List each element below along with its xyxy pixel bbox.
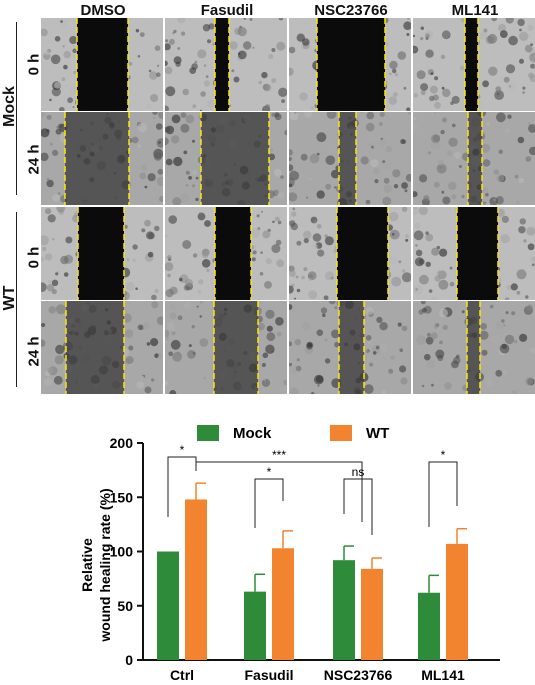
sig-label-ctrl-vs-nsc: *** [272,448,286,462]
y-axis-label-line2: wound healing rate (%) [97,488,113,642]
y-tick-label: 100 [110,544,134,560]
row-label-mock-0h: 0 h [25,53,43,76]
bar-mock-ctrl [157,551,179,660]
column-header-nsc23766: NSC23766 [314,2,388,19]
bar-wt-ctrl [185,499,207,660]
x-tick-label: Fasudil [244,667,293,683]
group-label-wt: WT [1,285,18,311]
micrograph-panel-r1-c2 [165,18,287,111]
bar-wt-nsc23766 [361,568,383,660]
sig-label-ctrl: * [180,443,185,457]
legend-label-wt: WT [366,425,389,442]
micrograph-panel-r2-c1 [41,112,163,205]
micrograph-panel-r2-c4 [413,112,535,205]
micrograph-panel-r4-c2 [165,301,287,394]
bar-mock-fasudil [244,591,266,660]
y-tick-label: 150 [110,489,134,505]
bracket-ml141 [428,461,458,527]
row-label-mock-24h: 24 h [25,144,43,175]
y-tick-label: 200 [110,435,134,451]
x-tick-label: ML141 [421,667,465,683]
micrograph-panel-r4-c1 [41,301,163,394]
chart-bars [157,482,468,660]
legend-swatch-wt [330,425,352,441]
micrograph-panel-r1-c3 [289,18,411,111]
bar-mock-ml141 [418,592,440,660]
bracket-nsc [343,478,373,535]
micrograph-panel-r3-c2 [165,207,287,300]
sig-label-fasudil: * [267,465,272,479]
wound-healing-bar-chart: Mock WT Relative wound healing rate (%) 0… [79,425,500,683]
sig-label-ml141: * [441,448,446,462]
bracket-ctrl-vs-nsc [195,461,363,522]
row-label-wt-24h: 24 h [25,336,43,367]
y-axis-label-line1: Relative [79,538,95,592]
x-tick-label: NSC23766 [324,667,393,683]
bracket-fasudil [254,478,284,528]
micrograph-panel-r4-c3 [289,301,411,394]
column-header-fasudil: Fasudil [200,2,254,19]
micrograph-panel-r1-c1 [41,18,163,111]
chart-legend: Mock WT [197,425,389,442]
y-tick-label: 50 [117,598,133,614]
row-label-wt-0h: 0 h [25,246,43,269]
legend-label-mock: Mock [233,425,272,442]
micrograph-panel-r3-c3 [289,207,411,300]
group-label-mock: Mock [1,86,18,127]
x-tick-label: Ctrl [170,667,194,683]
sig-label-nsc: ns [352,465,365,479]
micrograph-panel-r3-c1 [41,207,163,300]
micrograph-panel-r3-c4 [413,207,535,300]
micrograph-panel-r4-c4 [413,301,535,394]
micrograph-panel-r2-c2 [165,112,287,205]
y-tick-label: 0 [125,652,133,668]
micrograph-panel-r2-c3 [289,112,411,205]
legend-swatch-mock [197,425,219,441]
bar-wt-ml141 [446,543,468,660]
bar-mock-nsc23766 [333,560,355,660]
column-header-dmso: DMSO [80,2,126,19]
group-line-wt [16,212,17,387]
bar-wt-fasudil [272,548,294,660]
micrograph-panel-r1-c4 [413,18,535,111]
group-line-mock [16,22,17,195]
column-header-ml141: ML141 [451,2,499,19]
significance-brackets: * **** ns* [167,443,458,535]
